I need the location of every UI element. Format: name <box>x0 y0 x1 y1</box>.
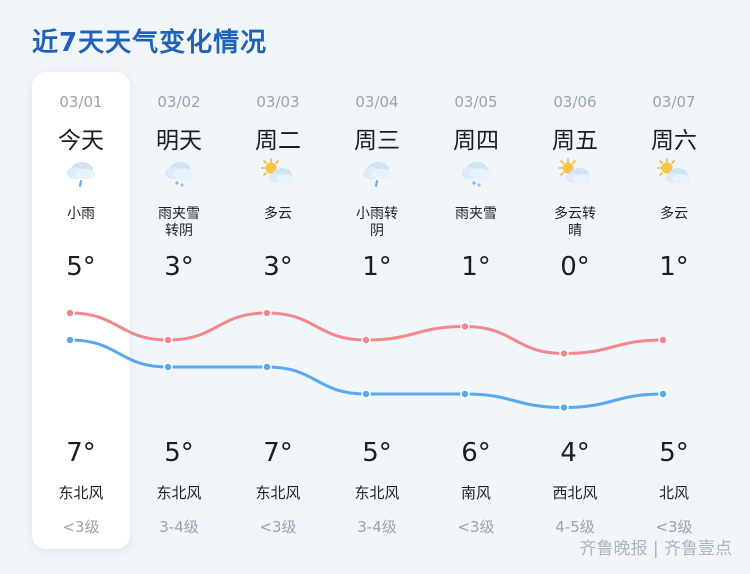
high-temp-label: 1° <box>659 252 689 282</box>
wind-direction: 东北风 <box>156 484 202 502</box>
low-temp-label: 5° <box>659 438 689 468</box>
day-column: 03/04 周三 小雨转 阴 1° 5° 东北风 3-4级 <box>328 72 426 549</box>
day-label: 周六 <box>651 128 697 154</box>
day-column: 03/03 周二 多云 3° 7° 东北风 <3级 <box>229 72 327 549</box>
day-label: 周三 <box>354 128 400 154</box>
wind-direction: 东北风 <box>58 484 104 502</box>
day-column: 03/05 周四 雨夹雪 1° 6° 南风 <3级 <box>427 72 525 549</box>
wind-level: 3-4级 <box>357 518 397 536</box>
day-column: 03/02 明天 雨夹雪 转阴 3° 5° 东北风 3-4级 <box>130 72 228 549</box>
upper-temperature-point <box>460 321 470 332</box>
date-label: 03/03 <box>256 93 300 111</box>
day-column: 03/01 今天 小雨 5° 7° 东北风 <3级 <box>32 72 130 549</box>
wind-direction: 南风 <box>460 484 491 502</box>
low-temp-label: 5° <box>164 438 194 468</box>
condition-text: 雨夹雪 转阴 <box>158 206 200 239</box>
page-title: 近7天天气变化情况 <box>32 28 268 58</box>
date-label: 03/05 <box>454 93 498 111</box>
wind-direction: 北风 <box>658 484 689 502</box>
day-label: 今天 <box>58 128 104 154</box>
lower-temperature-point <box>658 389 668 399</box>
upper-temperature-point <box>262 308 272 318</box>
day-column: 03/07 周六 多云 1° 5° 北风 <3级 <box>625 72 723 549</box>
sleet-cloud-icon <box>161 158 197 188</box>
upper-temperature-point <box>361 335 371 345</box>
day-label: 周五 <box>552 128 598 154</box>
condition-text: 多云转 晴 <box>554 206 596 239</box>
wind-level: <3级 <box>259 518 297 536</box>
watermark-logo: 齐鲁晚报 | 齐鲁壹点 <box>579 539 732 559</box>
partly-cloudy-icon <box>656 158 692 188</box>
condition-text: 多云 <box>660 206 688 222</box>
low-temp-label: 7° <box>66 438 96 468</box>
rain-cloud-icon <box>63 158 99 188</box>
partly-cloudy-icon <box>557 158 593 188</box>
wind-level: 3-4级 <box>159 518 199 536</box>
sleet-cloud-icon <box>458 158 494 188</box>
lower-temperature-point <box>262 362 272 372</box>
lower-temperature-point <box>361 389 371 399</box>
lower-temperature-point <box>460 389 470 399</box>
low-temp-label: 5° <box>362 438 392 468</box>
lower-temperature-point <box>163 362 173 372</box>
day-label: 周四 <box>453 128 499 154</box>
upper-temperature-point <box>65 308 75 318</box>
condition-text: 小雨转 阴 <box>356 206 398 239</box>
condition-text: 小雨 <box>67 206 95 222</box>
wind-level: <3级 <box>457 518 495 536</box>
upper-temperature-point <box>163 335 173 345</box>
wind-direction: 东北风 <box>255 484 301 502</box>
condition-text: 雨夹雪 <box>455 206 497 222</box>
wind-level: <3级 <box>655 518 693 536</box>
upper-temperature-point <box>658 335 668 345</box>
date-label: 03/02 <box>157 93 201 111</box>
high-temp-label: 3° <box>164 252 194 282</box>
wind-direction: 东北风 <box>354 484 400 502</box>
high-temp-label: 0° <box>560 252 590 282</box>
lower-temperature-point <box>559 402 569 413</box>
wind-level: <3级 <box>62 518 100 536</box>
day-label: 明天 <box>156 128 202 154</box>
condition-text: 多云 <box>264 206 292 222</box>
date-label: 03/01 <box>59 93 103 111</box>
wind-level: 4-5级 <box>555 518 595 536</box>
high-temp-label: 3° <box>263 252 293 282</box>
lower-temperature-point <box>65 335 75 345</box>
date-label: 03/04 <box>355 93 399 111</box>
high-temp-label: 1° <box>362 252 392 282</box>
upper-temperature-point <box>559 348 569 359</box>
low-temp-label: 6° <box>461 438 491 468</box>
high-temp-label: 1° <box>461 252 491 282</box>
date-label: 03/07 <box>652 93 696 111</box>
day-column: 03/06 周五 多云转 晴 0° 4° 西北风 4-5级 <box>526 72 624 549</box>
low-temp-label: 7° <box>263 438 293 468</box>
date-label: 03/06 <box>553 93 597 111</box>
rain-cloud-icon <box>359 158 395 188</box>
wind-direction: 西北风 <box>552 484 598 502</box>
day-label: 周二 <box>255 128 301 154</box>
high-temp-label: 5° <box>66 252 96 282</box>
today-highlight-card <box>32 72 130 549</box>
low-temp-label: 4° <box>560 438 590 468</box>
partly-cloudy-icon <box>260 158 296 188</box>
